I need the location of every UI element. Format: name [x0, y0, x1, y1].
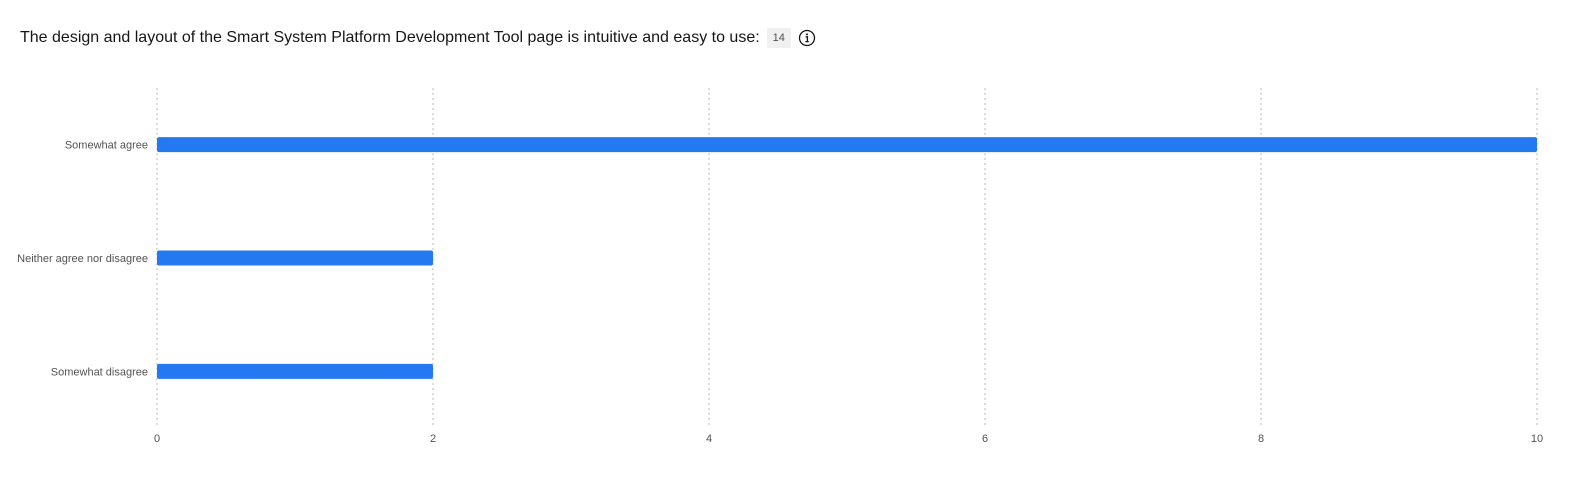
info-icon[interactable]	[798, 29, 816, 47]
x-tick-label-10: 10	[1531, 433, 1543, 445]
x-tick-label-0: 0	[154, 433, 160, 445]
bar-1	[157, 137, 1537, 153]
x-tick-label-4: 4	[706, 433, 712, 445]
bar-2	[157, 250, 433, 266]
chart-title: The design and layout of the Smart Syste…	[20, 29, 760, 46]
category-label-1: Somewhat agree	[65, 140, 148, 152]
x-tick-label-2: 2	[430, 433, 436, 445]
x-tick-label-6: 6	[982, 433, 988, 445]
info-icon-graphic	[798, 29, 816, 47]
x-tick-label-8: 8	[1258, 433, 1264, 445]
response-count-badge: 14	[766, 28, 791, 48]
category-label-2: Neither agree nor disagree	[17, 253, 148, 265]
category-label-3: Somewhat disagree	[51, 366, 148, 378]
chart-header: The design and layout of the Smart Syste…	[20, 26, 816, 50]
bar-3	[157, 363, 433, 379]
